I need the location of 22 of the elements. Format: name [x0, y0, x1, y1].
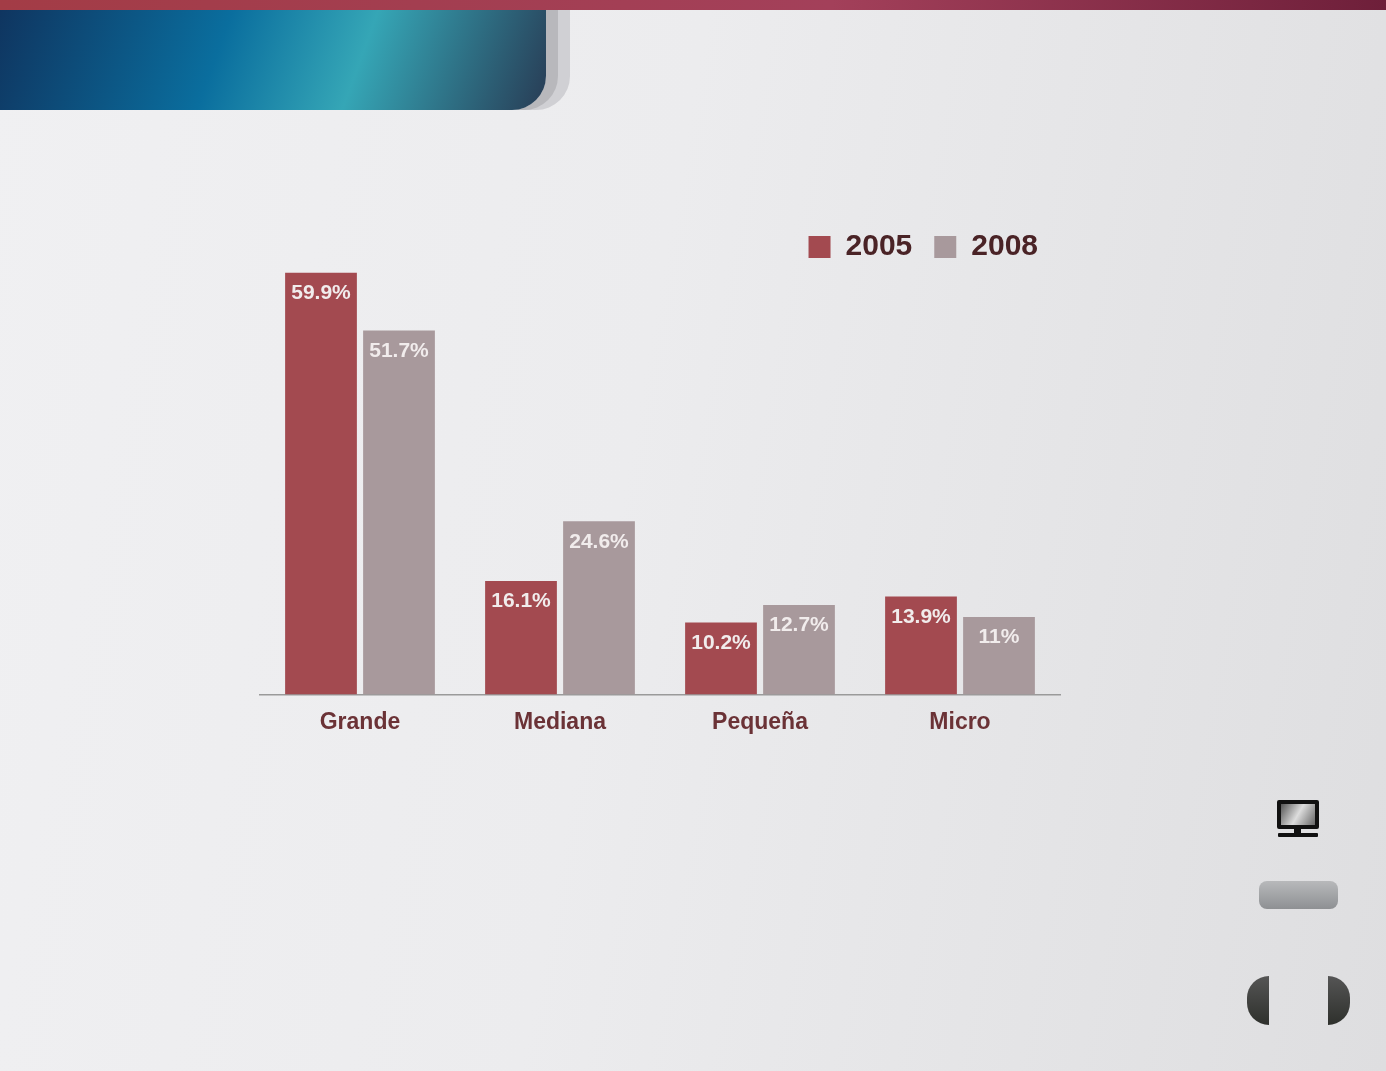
data-label: 10.2% — [691, 629, 752, 653]
x-tick-label: Micro — [929, 707, 991, 734]
data-label: 51.7% — [369, 337, 430, 361]
legend-label: 2005 — [845, 228, 913, 262]
x-tick-label: Pequeña — [712, 707, 809, 734]
bar — [285, 272, 357, 695]
data-label: 59.9% — [291, 280, 352, 303]
bar — [485, 581, 557, 695]
bar — [563, 521, 635, 695]
data-label: 24.6% — [569, 528, 630, 552]
data-label: 11% — [978, 624, 1020, 648]
legend-label: 2008 — [971, 228, 1039, 262]
x-tick-label: Grande — [319, 707, 401, 734]
bar — [885, 596, 957, 695]
bar — [763, 604, 835, 695]
bar — [685, 622, 757, 695]
bar — [963, 616, 1035, 695]
data-label: 12.7% — [769, 612, 830, 636]
data-label: 16.1% — [491, 588, 552, 612]
x-tick-label: Mediana — [513, 707, 607, 734]
data-label: 13.9% — [891, 603, 952, 627]
bar — [363, 330, 435, 695]
